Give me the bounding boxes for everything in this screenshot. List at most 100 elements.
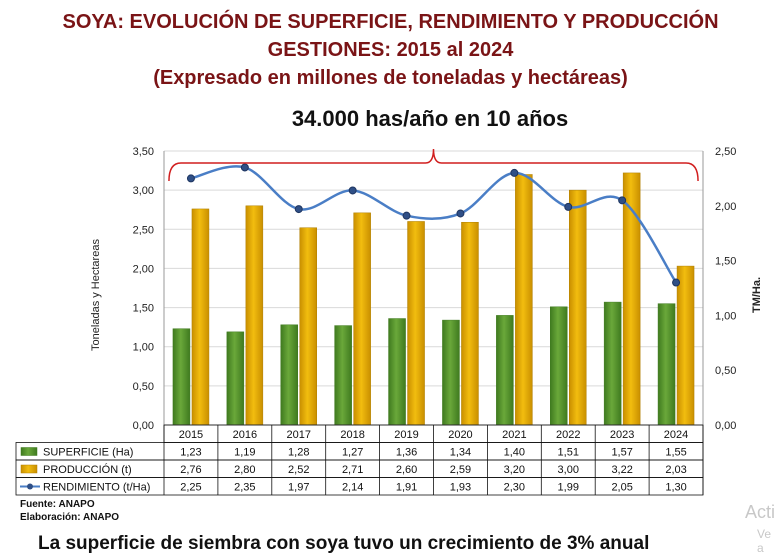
superficie-bar [496,315,514,426]
table-year-label: 2021 [502,429,526,441]
right-tick-label: 2,00 [715,201,736,213]
activation-watermark-sub: Ve a [757,527,772,555]
right-tick-label: 1,50 [715,256,736,268]
chart-title-line3: (Expresado en millones de toneladas y he… [153,67,628,89]
legend-key [20,447,38,456]
right-axis-title: TM/Ha. [751,277,763,313]
legend-series-name: PRODUCCIÓN (t) [43,463,132,476]
produccion-bar [461,221,479,426]
decade-bracket [168,148,699,182]
table-cell-value: 1,91 [396,482,417,494]
gridlines [164,150,703,426]
superficie-bar [550,306,568,426]
table-year-label: 2024 [664,429,688,441]
right-tick-label: 1,00 [715,310,736,322]
bars-group [172,172,695,426]
table-cell-value: 2,35 [234,482,255,494]
source-note: Fuente: ANAPO [20,499,95,510]
table-cell-value: 1,55 [665,447,686,459]
produccion-bar [191,208,210,426]
table-cell-value: 1,57 [611,447,632,459]
chart-title-line2: GESTIONES: 2015 al 2024 [267,39,514,61]
table-cell-value: 1,27 [342,447,363,459]
table-cell-value: 1,36 [396,447,417,459]
superficie-bar [226,331,245,426]
table-year-label: 2016 [233,429,257,441]
table-cell-value: 2,05 [611,482,632,494]
rendimiento-marker [402,211,411,220]
superficie-bar [388,318,406,426]
activation-watermark: Acti [745,502,776,522]
table-year-label: 2018 [340,429,364,441]
rendimiento-marker [456,209,465,218]
superficie-bar [172,328,191,426]
table-cell-value: 3,22 [611,464,632,476]
legend-series-name: RENDIMIENTO (t/Ha) [43,482,150,494]
left-axis-title: Toneladas y Hectareas [90,239,102,351]
produccion-bar [569,189,587,426]
table-cell-value: 2,25 [180,482,201,494]
rendimiento-marker [294,205,303,214]
left-tick-label: 3,50 [133,146,154,158]
produccion-bar [676,265,695,426]
table-cell-value: 2,52 [288,464,309,476]
superficie-bar [334,325,352,426]
table-cell-value: 2,14 [342,482,363,494]
produccion-bar [299,227,317,426]
table-cell-value: 3,20 [504,464,525,476]
produccion-bar [407,221,425,426]
table-cell-value: 2,59 [450,464,471,476]
left-tick-label: 1,00 [133,342,154,354]
produccion-bar [353,212,371,426]
data-table: 2015 2016 2017 2018 2019 2020 2021 2022 2023 2024… [15,424,704,496]
chart-title-line1: SOYA: EVOLUCIÓN DE SUPERFICIE, RENDIMIEN… [62,11,719,33]
table-cell-value: 2,71 [342,464,363,476]
left-tick-label: 1,50 [133,303,154,315]
elaboration-note: Elaboración: ANAPO [20,512,120,523]
left-tick-label: 2,00 [133,263,154,275]
right-tick-label: 2,50 [715,146,736,158]
rendimiento-marker [510,168,519,177]
table-year-label: 2017 [287,429,311,441]
superficie-bar [442,319,460,426]
table-cell-value: 2,03 [665,464,686,476]
table-cell-value: 1,93 [450,482,471,494]
rendimiento-line-group [186,163,681,287]
table-cell-value: 1,34 [450,447,471,459]
table-cell-value: 2,30 [504,482,525,494]
rendimiento-line [190,165,678,284]
left-tick-label: 0,50 [133,381,154,393]
rendimiento-marker [672,278,681,287]
rendimiento-marker [564,202,573,211]
table-cell-value: 2,76 [180,464,201,476]
table-cell-value: 1,97 [288,482,309,494]
table-year-label: 2023 [610,429,634,441]
rendimiento-marker [240,163,249,172]
rendimiento-marker [186,174,195,183]
rendimiento-marker [618,196,627,205]
conclusion-text: La superficie de siembra con soya tuvo u… [38,533,650,554]
legend-series-name: SUPERFICIE (Ha) [43,447,133,459]
left-tick-label: 2,50 [133,224,154,236]
superficie-bar [280,324,298,426]
rendimiento-marker [348,186,357,195]
legend-key [20,464,38,474]
right-tick-label: 0,50 [715,365,736,377]
table-year-label: 2019 [394,429,418,441]
chart-subtitle: 34.000 has/año en 10 años [291,106,569,131]
table-cell-value: 2,60 [396,464,417,476]
left-tick-label: 0,00 [133,420,154,432]
table-cell-value: 1,30 [665,482,686,494]
superficie-bar [657,303,676,426]
left-tick-label: 3,00 [133,185,154,197]
right-tick-label: 0,00 [715,420,736,432]
table-cell-value: 2,80 [234,464,255,476]
table-cell-value: 1,99 [558,482,579,494]
table-cell-value: 3,00 [558,464,579,476]
table-cell-value: 1,28 [288,447,309,459]
bracket-path [168,148,699,182]
table-year-label: 2015 [179,429,203,441]
table-cell-value: 1,23 [180,447,201,459]
legend-key-marker [27,483,33,490]
